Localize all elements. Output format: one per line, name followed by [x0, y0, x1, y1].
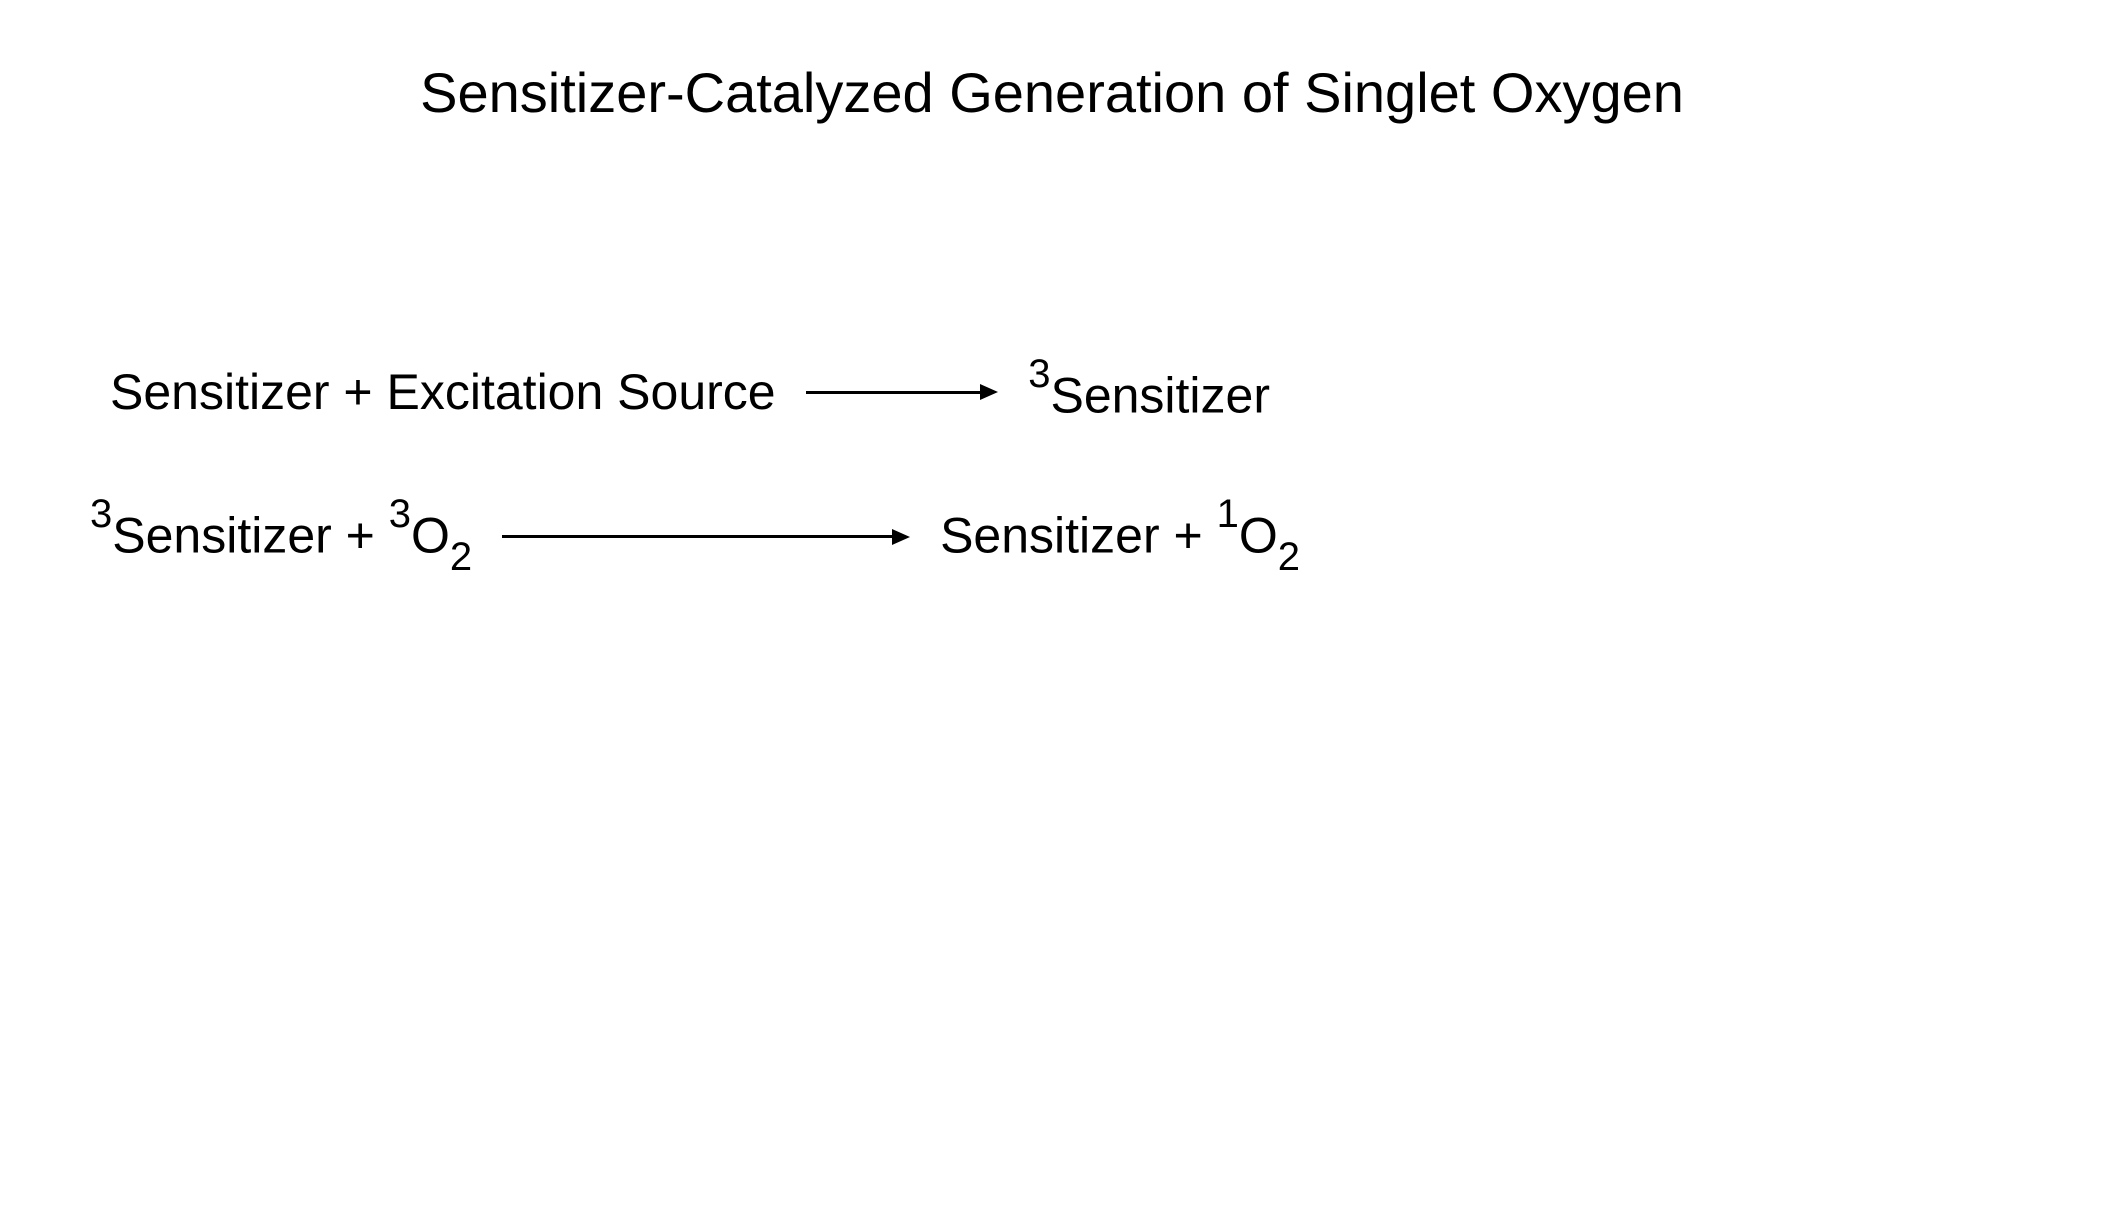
equation-2-right: Sensitizer + 1O2 [940, 500, 1300, 574]
eq1-left-text: Sensitizer + Excitation Source [110, 364, 776, 420]
triplet-superscript: 3 [90, 492, 112, 536]
arrow-head-icon [892, 529, 910, 545]
eq2-left-text2: O [411, 508, 450, 564]
eq2-left-text1: Sensitizer + [112, 508, 389, 564]
oxygen-subscript: 2 [1278, 535, 1300, 579]
equation-1-left: Sensitizer + Excitation Source [110, 363, 776, 421]
eq1-right-text: Sensitizer [1050, 368, 1270, 424]
equation-1-right: 3Sensitizer [1028, 360, 1270, 425]
singlet-superscript: 1 [1217, 492, 1239, 536]
equation-row-2: 3Sensitizer + 3O2 Sensitizer + 1O2 [90, 500, 1300, 574]
equation-row-1: Sensitizer + Excitation Source 3Sensitiz… [110, 360, 1270, 425]
triplet-superscript: 3 [389, 492, 411, 536]
reaction-arrow-2 [502, 529, 910, 545]
triplet-superscript: 3 [1028, 352, 1050, 396]
oxygen-subscript: 2 [450, 535, 472, 579]
arrow-line [806, 391, 982, 394]
eq2-right-text2: O [1239, 508, 1278, 564]
eq2-right-text1: Sensitizer + [940, 508, 1217, 564]
arrow-head-icon [980, 384, 998, 400]
equation-2-left: 3Sensitizer + 3O2 [90, 500, 472, 574]
diagram-title: Sensitizer-Catalyzed Generation of Singl… [420, 60, 1684, 125]
reaction-arrow-1 [806, 384, 999, 400]
arrow-line [502, 535, 893, 538]
